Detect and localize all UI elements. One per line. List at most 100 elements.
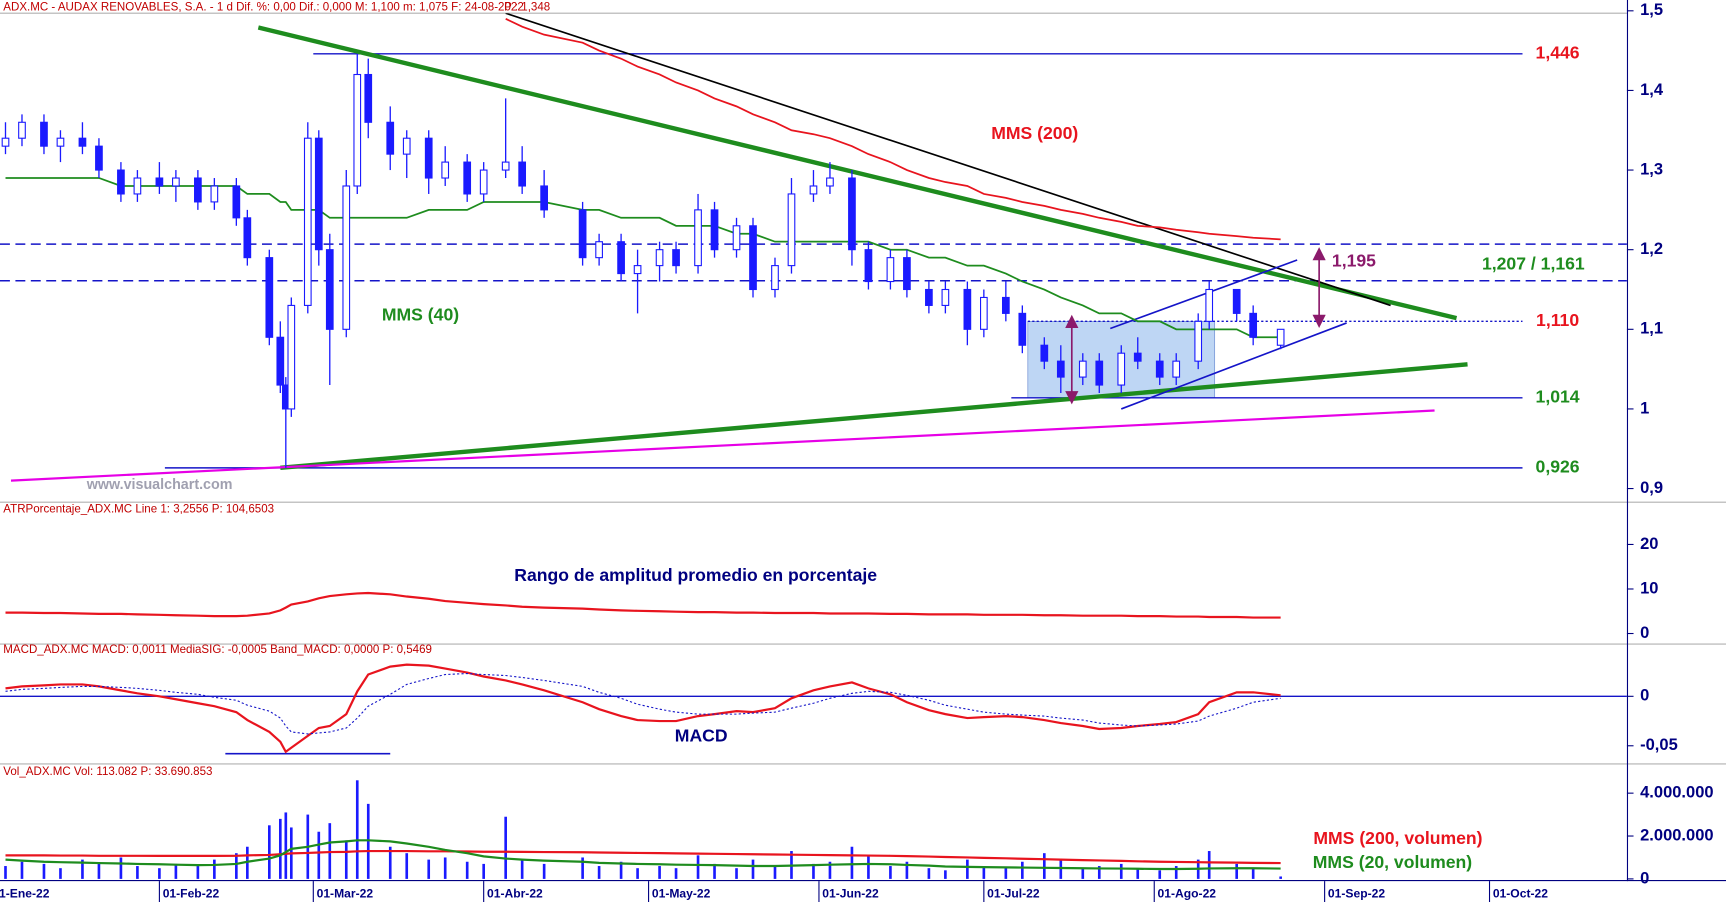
volume-bar bbox=[828, 861, 832, 879]
candle-body bbox=[633, 265, 642, 275]
x-tick-label: 01-Jul-22 bbox=[987, 887, 1040, 901]
candle-body bbox=[617, 241, 625, 275]
candle-body bbox=[710, 209, 719, 251]
volume-bar bbox=[735, 868, 738, 879]
candle-body bbox=[56, 137, 65, 147]
volume-bar bbox=[196, 866, 200, 879]
candle-body bbox=[342, 185, 351, 330]
series-line bbox=[5, 672, 1281, 735]
macd-caption: MACD bbox=[675, 726, 728, 746]
series-line bbox=[5, 177, 1281, 339]
series-line bbox=[505, 18, 1281, 241]
price-header: ADX.MC - AUDAX RENOVABLES, S.A. - 1 d Di… bbox=[3, 2, 523, 14]
volume-bar bbox=[713, 863, 716, 879]
volume-bar bbox=[1059, 859, 1063, 879]
volume-bar bbox=[966, 859, 969, 879]
candle-body bbox=[402, 137, 411, 155]
volume-bar bbox=[542, 863, 546, 879]
volume-bar bbox=[1251, 868, 1255, 879]
candle-body bbox=[1249, 312, 1258, 338]
series-line bbox=[5, 663, 1281, 754]
candle-body bbox=[194, 177, 202, 203]
volume-bar bbox=[597, 866, 601, 879]
y-tick-label: 0 bbox=[1640, 687, 1649, 705]
trend-line bbox=[280, 362, 1468, 471]
y-tick-label: 2.000.000 bbox=[1640, 826, 1713, 844]
volume-bar bbox=[1081, 868, 1085, 879]
candle-body bbox=[732, 225, 741, 251]
x-tick-label: 01-Jun-22 bbox=[822, 887, 879, 901]
volume-bar bbox=[119, 857, 123, 879]
y-tick-label: 1,5 bbox=[1640, 1, 1663, 19]
trend-line bbox=[1120, 322, 1347, 410]
volume-bar bbox=[97, 863, 101, 879]
volume-bar bbox=[20, 861, 24, 879]
candle-body bbox=[1194, 320, 1203, 362]
candle-body bbox=[518, 161, 527, 187]
volume-bar bbox=[1174, 866, 1178, 879]
volume-bar bbox=[427, 859, 431, 879]
candle-body bbox=[672, 249, 680, 267]
volume-bar bbox=[388, 846, 392, 879]
volume-bar bbox=[136, 866, 139, 879]
candle-body bbox=[595, 241, 603, 259]
volume-bar bbox=[482, 863, 486, 879]
candle-body bbox=[1205, 288, 1214, 322]
candle-body bbox=[287, 304, 296, 410]
candle-body bbox=[40, 121, 48, 147]
candle-body bbox=[540, 185, 548, 211]
volume-bar bbox=[1021, 861, 1024, 879]
volume-bar bbox=[658, 866, 661, 879]
candle-body bbox=[963, 288, 972, 330]
candle-body bbox=[694, 209, 702, 267]
target-label: 1,195 bbox=[1332, 250, 1376, 270]
volume-header: Vol_ADX.MC Vol: 113.082 P: 33.690.853 bbox=[3, 766, 212, 778]
candle-body bbox=[424, 137, 433, 179]
candle-body bbox=[210, 185, 219, 203]
candle-body bbox=[1078, 360, 1087, 378]
atr-caption: Rango de amplitud promedio en porcentaje bbox=[514, 565, 877, 585]
candle-body bbox=[95, 145, 103, 171]
macd-panel bbox=[0, 663, 1627, 755]
candle-body bbox=[463, 161, 472, 195]
x-tick-label: 01-Mar-22 bbox=[317, 887, 374, 901]
y-tick-label: -0,05 bbox=[1640, 736, 1678, 754]
volume-bar bbox=[581, 857, 584, 879]
level-pair-label: 1,207 / 1,161 bbox=[1482, 254, 1585, 274]
panel-frames bbox=[0, 0, 1726, 882]
candle-body bbox=[941, 288, 950, 306]
series-line bbox=[5, 591, 1281, 619]
y-tick-label: 1,1 bbox=[1640, 320, 1663, 338]
candle-body bbox=[265, 257, 274, 338]
volume-bar bbox=[619, 861, 623, 879]
legend-entry: MMS (20, volumen) bbox=[1313, 852, 1472, 872]
volume-bar bbox=[696, 855, 700, 879]
y-tick-label: 0 bbox=[1640, 869, 1649, 887]
volume-bar bbox=[42, 863, 46, 879]
candle-body bbox=[172, 177, 180, 187]
volume-bar bbox=[812, 863, 815, 879]
candle-body bbox=[155, 177, 164, 187]
volume-bar bbox=[81, 859, 84, 879]
x-tick-label: 01-Ene-22 bbox=[0, 887, 50, 901]
trend-line bbox=[1109, 259, 1298, 330]
volume-bar bbox=[773, 866, 777, 879]
candle-body bbox=[1172, 360, 1181, 378]
atr-header: ATRPorcentaje_ADX.MC Line 1: 3,2556 P: 1… bbox=[3, 503, 274, 515]
volume-bar bbox=[751, 859, 755, 879]
volume-bar bbox=[1235, 863, 1239, 879]
volume-bar bbox=[344, 840, 348, 879]
y-tick-label: 1,4 bbox=[1640, 81, 1664, 99]
volume-bar bbox=[982, 866, 986, 879]
volume-bar bbox=[268, 825, 271, 879]
candle-body bbox=[243, 217, 252, 259]
candle-body bbox=[479, 169, 488, 195]
candle-body bbox=[749, 225, 757, 291]
volume-bar bbox=[405, 853, 409, 879]
y-tick-label: 10 bbox=[1640, 579, 1658, 597]
volume-bar bbox=[1279, 876, 1282, 879]
volume-bar bbox=[905, 861, 909, 879]
candle-body bbox=[78, 137, 87, 147]
